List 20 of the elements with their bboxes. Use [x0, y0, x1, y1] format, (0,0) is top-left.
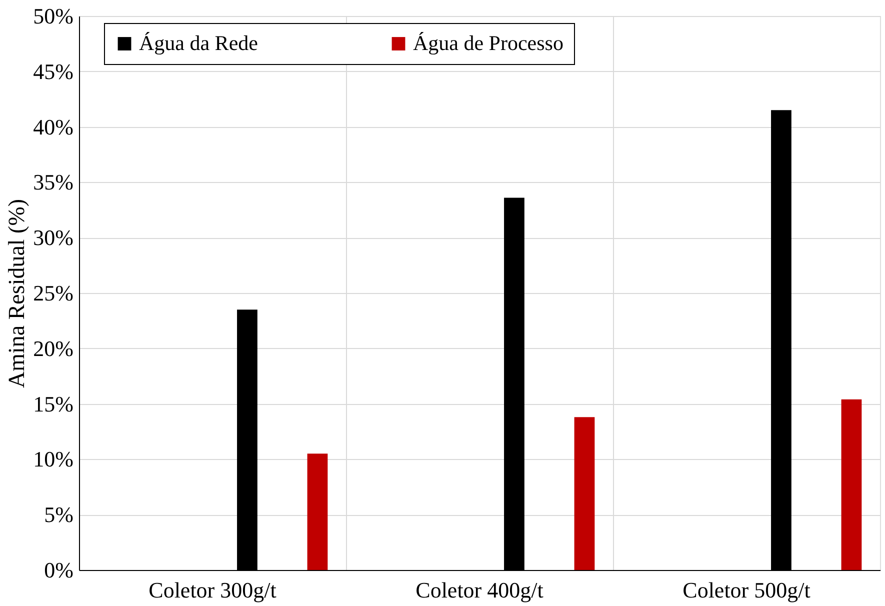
y-axis-title: Amina Residual (%) — [4, 198, 30, 388]
legend-label: Água da Rede — [139, 30, 258, 55]
y-tick-label: 5% — [44, 502, 74, 528]
y-tick-label: 0% — [44, 558, 74, 582]
y-tick-label: 35% — [33, 170, 74, 195]
legend-label: Água de Processo — [413, 30, 564, 55]
y-tick-label: 45% — [33, 58, 74, 84]
bar — [574, 417, 595, 570]
x-tick-label: Coletor 400g/t — [416, 578, 544, 602]
y-tick-label: 15% — [33, 391, 74, 416]
y-tick-label: 20% — [33, 336, 74, 361]
y-tick-label: 30% — [33, 225, 74, 250]
y-tick-label: 25% — [33, 280, 74, 306]
y-tick-label: 40% — [33, 114, 74, 140]
bar — [307, 454, 328, 570]
bar — [841, 399, 862, 570]
x-tick-label: Coletor 500g/t — [682, 578, 810, 602]
y-tick-label: 10% — [33, 446, 74, 472]
x-tick-label: Coletor 300g/t — [148, 578, 276, 602]
y-tick-label: 50% — [33, 4, 74, 28]
